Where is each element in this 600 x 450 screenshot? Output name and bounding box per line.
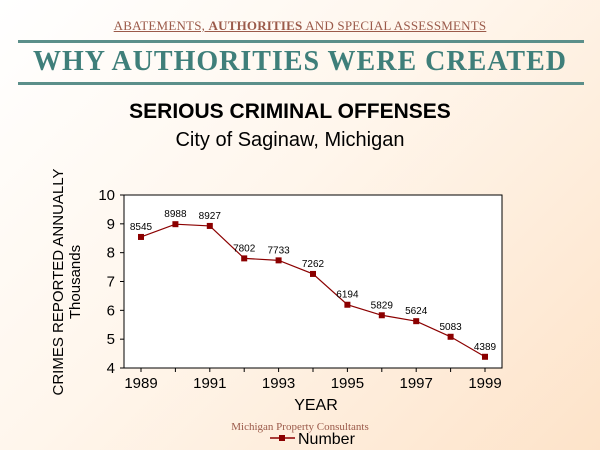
data-label: 8545 [130, 222, 153, 233]
data-point [413, 318, 420, 325]
data-label: 5829 [371, 300, 394, 311]
data-label: 8988 [164, 209, 187, 220]
top-divider [18, 40, 584, 43]
y-tick-label: 6 [107, 302, 115, 319]
caption-bold: AUTHORITIES [208, 18, 303, 33]
data-point [447, 333, 454, 340]
data-label: 5624 [405, 306, 428, 317]
x-tick-label: 1991 [193, 375, 226, 392]
section-caption: ABATEMENTS, AUTHORITIES AND SPECIAL ASSE… [0, 18, 600, 34]
data-label: 7733 [267, 245, 290, 256]
data-point [241, 255, 248, 262]
data-label: 7262 [302, 259, 325, 270]
caption-part1: ABATEMENTS, [113, 18, 209, 33]
data-label: 8927 [199, 211, 222, 222]
x-tick-label: 1999 [468, 375, 501, 392]
data-point [344, 301, 351, 308]
y-tick-label: 10 [98, 187, 115, 204]
chart-subtitle: City of Saginaw, Michigan [175, 129, 405, 151]
x-tick-label: 1995 [331, 375, 364, 392]
data-point [275, 257, 282, 264]
legend-label: Number [298, 431, 356, 448]
data-point [138, 233, 144, 240]
y-tick-label: 7 [107, 274, 115, 291]
data-point [378, 312, 385, 319]
data-point [172, 221, 179, 228]
data-label: 5083 [439, 322, 462, 333]
chart-title: SERIOUS CRIMINAL OFFENSES [129, 100, 451, 123]
x-tick-label: 1989 [124, 375, 157, 392]
y-axis-label: CRIMES REPORTED ANNUALLY [50, 169, 67, 396]
y-tick-label: 4 [107, 360, 115, 377]
caption-part2: AND SPECIAL ASSESSMENTS [302, 18, 487, 33]
data-point [206, 222, 213, 229]
x-tick-label: 1997 [400, 375, 433, 392]
data-label: 6194 [336, 290, 359, 301]
y-tick-label: 9 [107, 216, 115, 233]
legend: Number [270, 431, 356, 448]
title-divider [18, 82, 584, 85]
y-axis-sublabel: Thousands [67, 245, 84, 319]
data-point [310, 270, 316, 277]
data-point [482, 353, 488, 360]
legend-marker [279, 435, 285, 441]
plot-area [123, 194, 503, 369]
x-tick-label: 1993 [262, 375, 295, 392]
y-tick-label: 8 [107, 245, 115, 262]
x-axis-label: YEAR [294, 397, 338, 414]
data-label: 7802 [233, 243, 256, 254]
footer-credit: Michigan Property Consultants [231, 421, 369, 433]
data-label: 4389 [474, 342, 497, 353]
page-title: WHY AUTHORITIES WERE CREATED [33, 46, 567, 77]
y-tick-label: 5 [107, 331, 115, 348]
